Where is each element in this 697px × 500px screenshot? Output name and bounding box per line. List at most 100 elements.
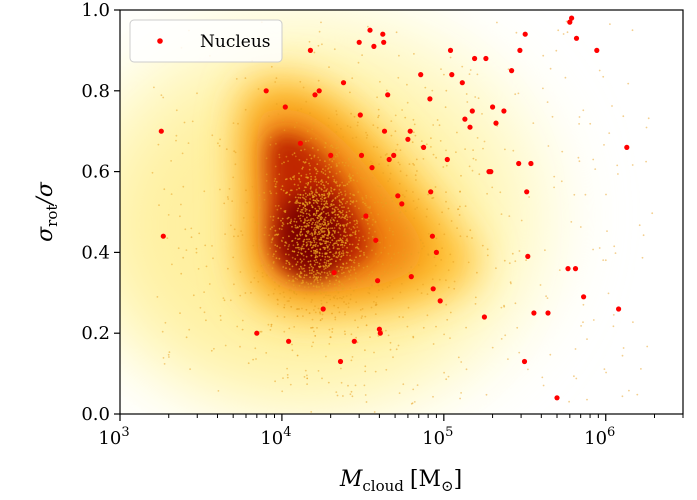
cloud-point (415, 179, 417, 181)
cloud-point (282, 377, 284, 379)
cloud-point (335, 147, 338, 150)
cloud-point (337, 222, 340, 225)
cloud-point (344, 311, 346, 314)
cloud-point (278, 284, 280, 287)
cloud-point (262, 264, 265, 266)
cloud-point (447, 207, 450, 210)
cloud-point (598, 69, 601, 72)
cloud-point (319, 273, 322, 275)
cloud-point (304, 369, 307, 372)
cloud-point (319, 265, 321, 268)
cloud-point (282, 236, 284, 239)
cloud-point (361, 198, 364, 201)
cloud-point (269, 329, 272, 331)
cloud-point (290, 305, 293, 308)
cloud-point (302, 166, 304, 169)
cloud-point (328, 256, 331, 259)
cloud-point (641, 256, 644, 259)
cloud-point (281, 390, 284, 393)
cloud-point (467, 261, 470, 264)
cloud-point (179, 215, 181, 218)
cloud-point (325, 242, 327, 245)
nucleus-point (572, 266, 579, 272)
cloud-point (328, 280, 331, 282)
cloud-point (292, 176, 294, 179)
cloud-point (276, 245, 279, 248)
cloud-point (309, 164, 311, 167)
cloud-point (366, 256, 368, 259)
cloud-point (356, 281, 359, 284)
cloud-point (257, 244, 259, 247)
cloud-point (338, 162, 340, 164)
cloud-point (298, 187, 301, 190)
cloud-point (330, 262, 333, 265)
cloud-point (342, 295, 345, 298)
cloud-point (347, 384, 349, 387)
cloud-point (321, 377, 323, 380)
cloud-point (335, 172, 338, 175)
cloud-point (416, 384, 419, 386)
cloud-point (278, 227, 281, 230)
nucleus-point (358, 152, 365, 158)
cloud-point (324, 219, 327, 222)
cloud-point (314, 199, 316, 202)
cloud-point (315, 191, 317, 194)
cloud-point (331, 146, 334, 149)
cloud-point (316, 277, 319, 280)
cloud-point (335, 165, 338, 168)
cloud-point (258, 206, 261, 209)
cloud-point (312, 271, 315, 273)
nucleus-point (433, 249, 439, 255)
cloud-point (297, 193, 299, 196)
cloud-point (274, 288, 276, 290)
cloud-point (545, 295, 547, 298)
cloud-point (272, 215, 275, 218)
cloud-point (511, 252, 514, 255)
cloud-point (368, 273, 371, 276)
cloud-point (431, 89, 434, 92)
cloud-point (328, 163, 331, 166)
cloud-point (203, 291, 206, 293)
cloud-point (332, 218, 335, 221)
cloud-point (435, 156, 437, 159)
cloud-point (377, 114, 380, 117)
cloud-point (314, 167, 316, 169)
cloud-point (344, 235, 347, 238)
cloud-point (481, 244, 484, 247)
cloud-point (288, 300, 290, 302)
cloud-point (163, 363, 166, 365)
cloud-point (398, 182, 401, 185)
cloud-point (346, 246, 348, 249)
cloud-point (303, 258, 305, 261)
cloud-point (394, 266, 397, 269)
cloud-point (369, 336, 371, 338)
cloud-point (289, 383, 292, 386)
cloud-point (297, 226, 299, 229)
cloud-point (299, 234, 302, 237)
cloud-point (578, 123, 580, 125)
cloud-point (341, 243, 344, 246)
cloud-point (324, 258, 326, 261)
cloud-point (345, 211, 348, 214)
cloud-point (397, 344, 400, 347)
cloud-point (332, 244, 334, 247)
cloud-point (308, 168, 311, 171)
cloud-point (580, 325, 582, 327)
cloud-point (322, 168, 324, 171)
cloud-point (294, 155, 297, 158)
cloud-point (314, 228, 317, 231)
cloud-point (485, 393, 488, 396)
cloud-point (298, 248, 301, 251)
cloud-point (613, 245, 616, 248)
cloud-point (331, 312, 333, 315)
cloud-point (227, 267, 229, 270)
cloud-point (306, 219, 309, 222)
cloud-point (195, 251, 198, 254)
cloud-point (288, 244, 291, 246)
cloud-point (514, 302, 517, 305)
x-axis-label: Mcloud [M⊙] (339, 467, 462, 495)
cloud-point (354, 166, 357, 169)
cloud-point (294, 286, 297, 289)
nucleus-point (385, 92, 391, 98)
cloud-point (160, 94, 163, 97)
